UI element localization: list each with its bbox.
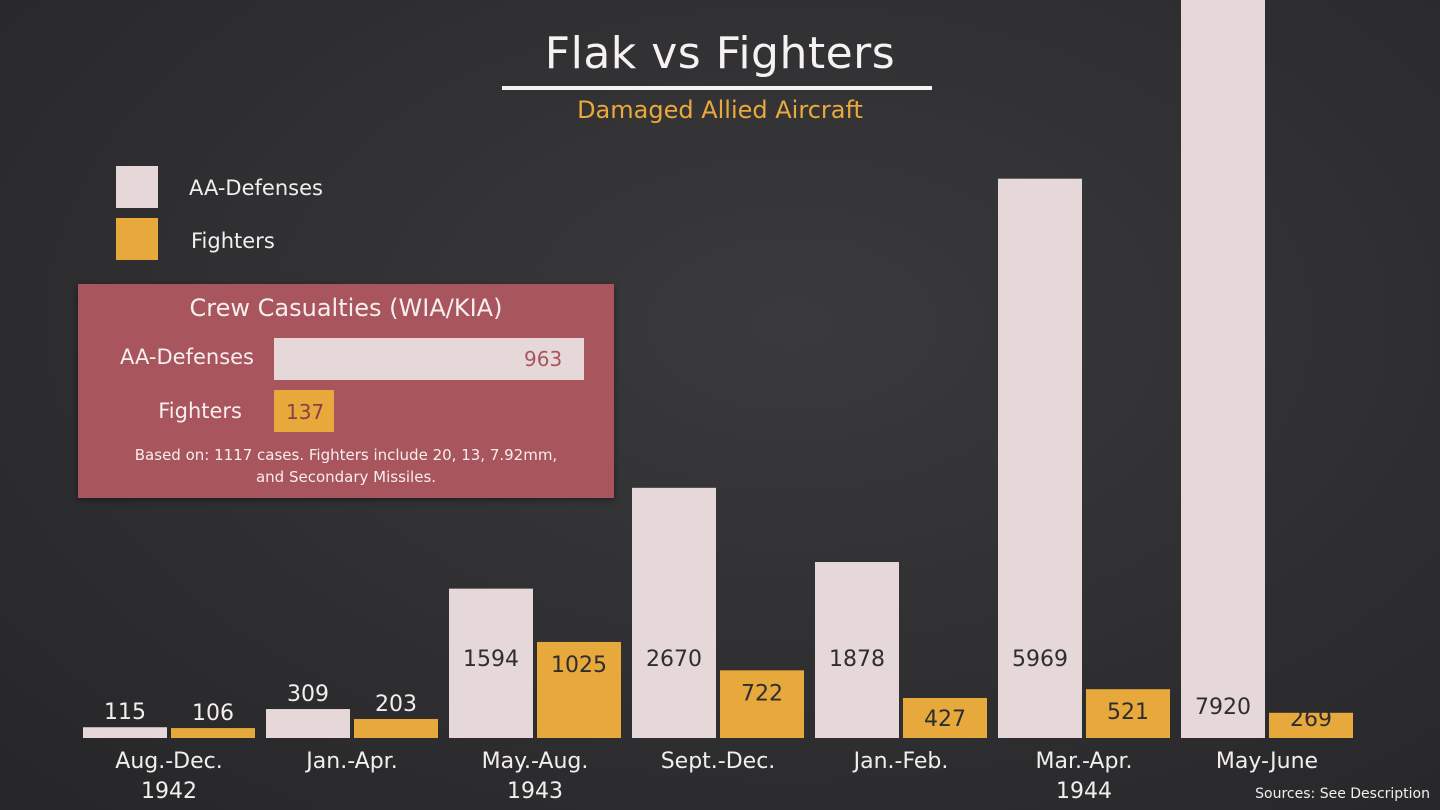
category-label-5: Mar.-Apr. — [1036, 749, 1133, 774]
legend-label-aa-defenses: AA-Defenses — [189, 176, 323, 200]
category-label-6: May-June — [1216, 749, 1318, 774]
bar-aa-defenses-3 — [632, 487, 716, 738]
crew-casualties-panel: Crew Casualties (WIA/KIA) AA-Defenses 96… — [78, 284, 614, 498]
category-label-1: Jan.-Apr. — [304, 749, 397, 774]
value-label-fighters-4: 427 — [924, 707, 966, 732]
bar-aa-defenses-4 — [815, 562, 899, 738]
value-label-fighters-0: 106 — [192, 701, 234, 726]
category-label-3: Sept.-Dec. — [661, 749, 776, 774]
legend-swatch-aa-defenses — [116, 166, 158, 208]
sources-note: Sources: See Description — [1255, 786, 1430, 802]
category-year-label-0: 1942 — [141, 779, 197, 804]
bar-fighters-6 — [1269, 712, 1353, 738]
value-label-aa-defenses-6: 7920 — [1195, 695, 1251, 720]
value-label-fighters-6: 269 — [1290, 707, 1332, 732]
bar-fighters-3 — [720, 670, 804, 738]
legend-label-fighters: Fighters — [191, 229, 275, 253]
casualties-bar-aa-defenses — [274, 338, 584, 380]
bar-fighters-5 — [1086, 689, 1170, 738]
crew-casualties-title: Crew Casualties (WIA/KIA) — [189, 294, 503, 322]
value-label-fighters-3: 722 — [741, 681, 783, 706]
legend-swatch-fighters — [116, 218, 158, 260]
bar-aa-defenses-2 — [449, 588, 533, 738]
value-label-fighters-1: 203 — [375, 692, 417, 717]
chart-subtitle: Damaged Allied Aircraft — [577, 96, 863, 124]
casualties-label-aa-defenses: AA-Defenses — [120, 345, 254, 369]
casualties-note-line-2: and Secondary Missiles. — [255, 468, 437, 486]
bar-aa-defenses-1 — [266, 709, 350, 738]
bar-aa-defenses-6 — [1181, 0, 1265, 738]
value-label-aa-defenses-1: 309 — [287, 682, 329, 707]
bar-fighters-4 — [903, 697, 987, 738]
value-label-aa-defenses-2: 1594 — [463, 647, 519, 672]
category-label-4: Jan.-Feb. — [852, 749, 949, 774]
value-label-aa-defenses-4: 1878 — [829, 647, 885, 672]
bar-aa-defenses-5 — [998, 178, 1082, 738]
value-label-fighters-2: 1025 — [551, 653, 607, 678]
casualties-note-line-1: Based on: 1117 cases. Fighters include 2… — [134, 446, 558, 464]
category-label-2: May.-Aug. — [482, 749, 589, 774]
category-year-label-2: 1943 — [507, 779, 563, 804]
bar-aa-defenses-0 — [83, 727, 167, 738]
value-label-aa-defenses-0: 115 — [104, 700, 146, 725]
title-underline — [502, 86, 932, 90]
category-year-label-5: 1944 — [1056, 779, 1112, 804]
category-label-0: Aug.-Dec. — [115, 749, 222, 774]
value-label-aa-defenses-5: 5969 — [1012, 647, 1068, 672]
casualties-label-fighters: Fighters — [158, 399, 242, 423]
chart-title: Flak vs Fighters — [544, 28, 896, 79]
value-label-fighters-5: 521 — [1107, 700, 1149, 725]
casualties-value-aa-defenses: 963 — [524, 347, 563, 371]
casualties-note: Based on: 1117 cases. Fighters include 2… — [98, 444, 594, 488]
bar-fighters-0 — [171, 728, 255, 738]
casualties-bar-fighters — [274, 390, 334, 432]
bar-fighters-1 — [354, 718, 438, 738]
bar-fighters-2 — [537, 641, 621, 738]
casualties-value-fighters: 137 — [286, 400, 325, 424]
value-label-aa-defenses-3: 2670 — [646, 647, 702, 672]
